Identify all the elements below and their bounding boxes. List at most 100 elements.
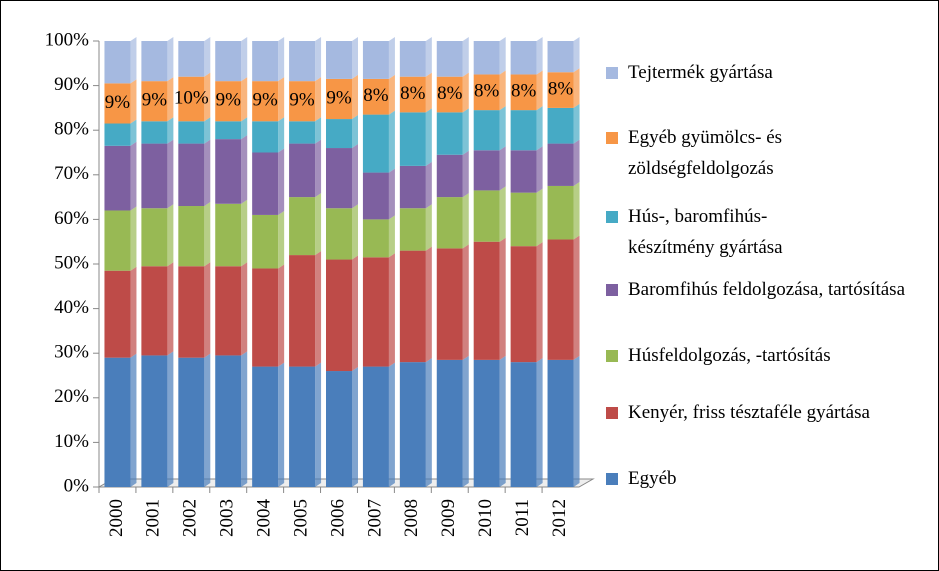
y-tick-label: 40%: [54, 297, 89, 318]
bar-segment: [436, 41, 463, 77]
bar-side: [499, 146, 506, 191]
bar-side: [130, 79, 137, 124]
bar-side: [573, 103, 580, 144]
bar-side: [573, 139, 580, 186]
bar-side: [388, 110, 395, 173]
bar-segment: [473, 41, 500, 75]
bar-segment: [104, 145, 131, 211]
bar-side: [536, 188, 543, 247]
y-tick-label: 80%: [54, 119, 89, 140]
data-label: 9%: [105, 92, 131, 113]
bar-segment: [399, 112, 426, 166]
bar-segment: [473, 190, 500, 242]
legend-swatch: [606, 407, 618, 419]
bar-segment: [289, 41, 316, 82]
bar-side: [499, 355, 506, 487]
bar-side: [167, 37, 174, 82]
x-tick-label: 2007: [364, 499, 385, 537]
bar-segment: [289, 255, 316, 367]
bar-side: [352, 115, 358, 149]
data-label: 9%: [252, 90, 278, 111]
bar-side: [278, 362, 285, 487]
data-label: 8%: [548, 78, 574, 99]
bar-segment: [399, 165, 426, 209]
bar-segment: [547, 107, 574, 144]
bar-segment: [547, 239, 574, 360]
bar-segment: [104, 270, 131, 358]
x-tick-label: 2005: [290, 499, 311, 537]
legend-swatch: [606, 473, 618, 485]
bar-side: [278, 210, 285, 269]
bar-segment: [215, 121, 242, 140]
y-tick-label: 60%: [54, 208, 89, 229]
data-label: 9%: [142, 90, 168, 111]
bar-segment: [399, 208, 426, 251]
bar-side: [573, 181, 580, 240]
bar-side: [462, 150, 469, 198]
legend-entry: Húsfeldolgozás, -tartósítás: [606, 340, 936, 371]
bar-side: [204, 37, 211, 77]
bar-side: [278, 148, 285, 215]
bar-segment: [362, 114, 389, 173]
bar-side: [167, 139, 174, 209]
y-tick-label: 30%: [54, 342, 89, 363]
data-label: 10%: [174, 87, 209, 108]
bar-side: [462, 72, 469, 113]
bar-side: [388, 74, 395, 115]
bar-side: [388, 215, 395, 258]
bar-side: [167, 351, 174, 487]
bar-segment: [510, 110, 537, 151]
data-label: 8%: [437, 83, 463, 104]
bar-segment: [510, 41, 537, 75]
bar-segment: [141, 143, 168, 209]
bar-segment: [104, 123, 131, 146]
y-tick-label: 90%: [54, 74, 89, 95]
bar-segment: [547, 143, 574, 186]
bar-side: [499, 37, 506, 75]
bar-side: [204, 139, 211, 207]
bar-segment: [473, 359, 500, 487]
bar-segment: [510, 192, 537, 247]
bar-segment: [547, 185, 574, 240]
bar-segment: [362, 219, 389, 258]
y-tick-label: 70%: [54, 163, 89, 184]
bar-segment: [399, 41, 426, 77]
legend-entry: Tejtermék gyártása: [606, 57, 936, 88]
bar-side: [536, 37, 543, 75]
bar-side: [462, 244, 469, 360]
bar-side: [425, 358, 432, 487]
bar-segment: [289, 81, 316, 122]
data-label: 9%: [326, 87, 352, 108]
bar-segment: [510, 150, 537, 193]
bar-side: [167, 117, 174, 144]
bar-segment: [362, 78, 389, 115]
bar-segment: [326, 148, 352, 209]
bar-side: [241, 117, 248, 140]
bar-segment: [473, 74, 500, 111]
bar-side: [388, 37, 395, 79]
bar-side: [352, 255, 358, 372]
bar-side: [425, 161, 432, 209]
bar-segment: [141, 208, 168, 267]
bar-segment: [289, 121, 316, 144]
bar-segment: [178, 357, 205, 487]
bar-segment: [178, 41, 205, 77]
bar-side: [462, 37, 469, 77]
bar-side: [315, 193, 322, 256]
bar-segment: [215, 203, 242, 267]
bar-segment: [141, 355, 168, 487]
y-tick-label: 0%: [64, 475, 90, 496]
bar-segment: [547, 72, 574, 108]
bar-side: [204, 262, 211, 358]
bar-side: [536, 106, 543, 151]
bar-side: [425, 204, 432, 251]
bar-side: [204, 353, 211, 487]
bar-side: [462, 193, 469, 249]
bar-segment: [215, 139, 242, 204]
bar-side: [352, 204, 358, 260]
y-tick-label: 50%: [54, 252, 89, 273]
bar-segment: [141, 41, 168, 82]
bar-segment: [104, 210, 131, 271]
